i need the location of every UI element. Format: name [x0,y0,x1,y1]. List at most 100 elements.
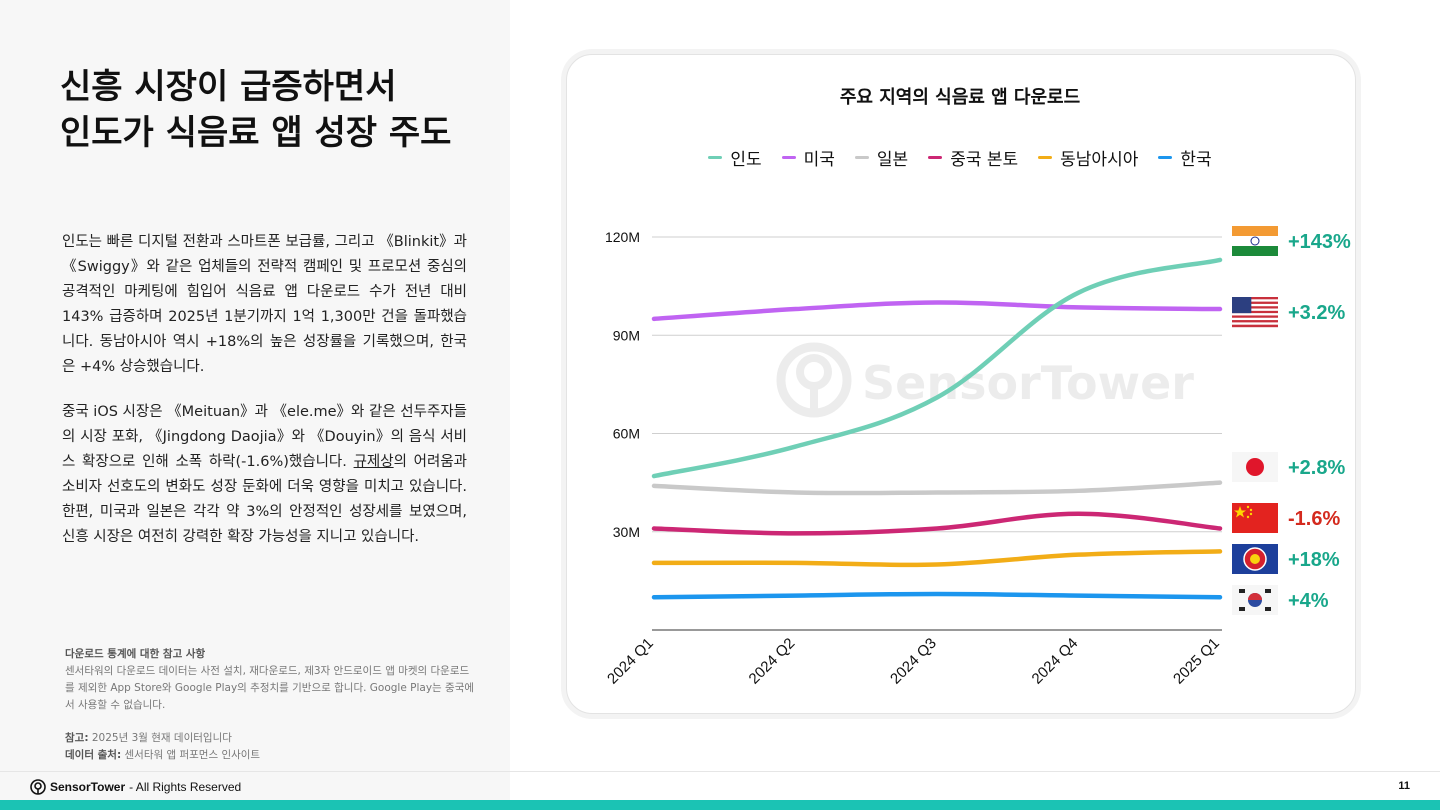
notes-reference-label: 참고: [65,732,89,744]
legend-item: 중국 본토 [928,145,1018,170]
flag-small-star [1246,515,1250,519]
body-text: 인도는 빠른 디지털 전환과 스마트폰 보급률, 그리고 《Blinkit》과 … [62,230,467,570]
flag-field [1232,503,1278,533]
x-tick-label: 2024 Q4 [1029,635,1082,688]
legend-item: 한국 [1158,145,1212,170]
x-tick-label: 2025 Q1 [1170,635,1223,688]
flag-trigram [1265,589,1271,593]
flag-band [1232,246,1278,256]
y-tick-label: 90M [613,327,640,343]
flag-sun [1246,458,1264,476]
japan-flag-icon [1232,452,1278,482]
flag-trigram [1265,607,1271,611]
flag-stripe [1232,299,1278,302]
flag-chakra [1250,236,1260,246]
flag-stripe [1232,308,1278,312]
flag-stripe [1232,313,1278,316]
legend-label: 한국 [1180,150,1212,170]
y-tick-label: 30M [613,524,640,540]
flag-band [1232,226,1278,236]
flag-band [1232,236,1278,246]
page-title-line1: 신흥 시장이 급증하면서 [60,67,397,107]
usa-flag-icon [1232,297,1278,328]
legend-swatch [1158,156,1173,159]
notes-heading: 다운로드 통계에 대한 참고 사항 [65,648,206,660]
notes: 다운로드 통계에 대한 참고 사항 센서타워의 다운로드 데이터는 사전 설치,… [65,646,475,764]
flag-small-star [1246,505,1250,509]
body-paragraph-1: 인도는 빠른 디지털 전환과 스마트폰 보급률, 그리고 《Blinkit》과 … [62,234,467,375]
flag-stripe [1232,320,1278,323]
body-paragraph-2b: 의 어려움과 소비자 선호도의 변화도 성장 둔화에 더욱 영향을 미치고 있습… [62,454,468,545]
india-flag-icon [1232,226,1278,256]
series-change-label: +4% [1288,590,1329,612]
legend-label: 인도 [730,150,762,170]
flag-taegeuk-top [1248,593,1262,600]
notes-source-label: 데이터 출처: [65,749,122,761]
notes-reference-text: 2025년 3월 현재 데이터입니다 [88,732,232,744]
page-number: 11 [1398,780,1410,792]
china-flag-icon [1232,503,1278,533]
flag-stripe [1232,306,1278,309]
flag-trigram [1239,607,1245,611]
series-line [651,257,1223,479]
watermark-logo-inner [796,354,832,390]
x-tick-label: 2024 Q3 [887,635,940,688]
legend-label: 동남아시아 [1060,150,1139,170]
chart-title: 주요 지역의 식음료 앱 다운로드 [839,87,1081,108]
x-tick-label: 2024 Q2 [746,635,799,688]
korea-flag-icon [1232,585,1278,615]
x-tick-label: 2024 Q1 [604,635,657,688]
legend-label: 일본 [876,150,909,170]
flag-trigram [1239,589,1245,593]
flag-small-star [1249,508,1253,512]
legend-swatch [1038,156,1053,159]
flag-stripe [1232,297,1278,300]
footer-brand: SensorTower [50,780,126,794]
flag-stripe [1232,324,1278,328]
page-title: 신흥 시장이 급증하면서 인도가 식음료 앱 성장 주도 [60,64,500,156]
legend-label: 미국 [803,150,835,170]
series-line [651,591,1223,600]
flag-stripe [1232,301,1278,305]
body-paragraph-2a: 중국 iOS 시장은 《Meituan》과 《ele.me》와 같은 선두주자들… [62,404,467,470]
legend-swatch [781,156,796,159]
legend-swatch [708,156,723,159]
flag-emblem [1250,554,1260,564]
asean-flag-icon [1232,544,1278,574]
flag-stripe [1232,310,1278,314]
series-change-label: +18% [1288,549,1340,571]
notes-reference: 참고: 2025년 3월 현재 데이터입니다 [65,730,475,747]
series-change-label: +2.8% [1288,457,1345,479]
left-panel [0,0,510,800]
flag-stripe [1232,303,1278,307]
series-change-label: +143% [1288,231,1351,253]
legend-item: 일본 [854,145,909,170]
footer-rights: - All Rights Reserved [129,780,242,794]
notes-text: 센서타워의 다운로드 데이터는 사전 설치, 재다운로드, 제3자 안드로이드 … [65,665,475,711]
footer: SensorTower - All Rights Reserved [30,778,241,796]
series-line [651,511,1223,536]
flag-stripe [1232,317,1278,321]
notes-source-text: 센서타워 앱 퍼포먼스 인사이트 [121,749,261,761]
body-underlined-term: 규제상 [353,454,394,470]
legend-swatch [928,156,943,159]
flag-small-star [1249,512,1253,516]
flag-stripe [1232,322,1278,325]
y-tick-label: 60M [613,426,640,442]
bottom-accent-bar [0,800,1440,810]
legend-item: 미국 [781,145,835,170]
legend-swatch [854,156,869,159]
series-change-label: -1.6% [1288,508,1340,530]
flag-stripe [1232,315,1278,318]
watermark-logo-icon [776,342,852,418]
series-line [651,549,1223,568]
series-line [651,480,1223,496]
legend-item: 동남아시아 [1038,145,1138,170]
flag-star [1234,506,1246,518]
legend-item: 인도 [708,145,762,170]
footer-divider [0,771,1440,772]
sensortower-logo-icon [30,779,46,795]
legend-label: 중국 본토 [950,150,1019,170]
series-change-label: +3.2% [1288,302,1345,324]
